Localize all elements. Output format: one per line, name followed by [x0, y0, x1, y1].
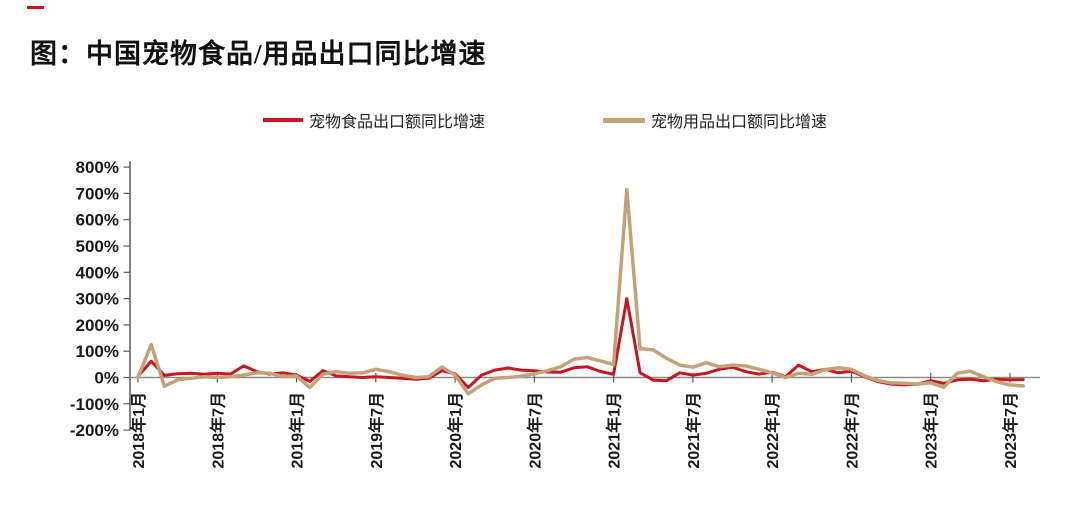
- chart-title: 图：中国宠物食品/用品出口同比增速: [30, 39, 487, 69]
- x-tick-label: 2021年1月: [605, 392, 624, 469]
- x-tick-label: 2020年7月: [525, 392, 544, 469]
- x-tick-label: 2018年1月: [129, 392, 148, 469]
- y-tick-label: 0%: [94, 369, 119, 388]
- x-tick-label: 2019年1月: [288, 392, 307, 469]
- pet-supplies-line-swatch: [603, 117, 646, 123]
- x-tick-label: 2021年7月: [684, 392, 703, 469]
- y-tick-label: 100%: [76, 342, 119, 361]
- y-tick-label: -200%: [70, 421, 119, 440]
- x-tick-label: 2019年7月: [367, 392, 386, 469]
- x-tick-label: 2022年7月: [842, 392, 861, 469]
- pet-food-line-swatch: [263, 118, 303, 122]
- x-tick-label: 2023年7月: [1001, 392, 1020, 469]
- y-tick-label: 700%: [76, 184, 119, 203]
- y-tick-label: 600%: [76, 211, 119, 230]
- red-dash-decoration: [27, 6, 44, 9]
- y-tick-label: 400%: [76, 263, 119, 282]
- x-tick-label: 2018年7月: [208, 392, 227, 469]
- legend-label-pet-food: 宠物食品出口额同比增速: [309, 114, 486, 131]
- y-tick-label: -100%: [70, 395, 119, 414]
- x-tick-label: 2022年1月: [763, 392, 782, 469]
- y-tick-label: 200%: [76, 316, 119, 335]
- pet-supplies-series-line: [136, 187, 1025, 396]
- y-tick-label: 800%: [76, 158, 119, 177]
- x-tick-label: 2020年1月: [446, 392, 465, 469]
- y-tick-label: 500%: [76, 237, 119, 256]
- legend-label-pet-supplies: 宠物用品出口额同比增速: [651, 114, 828, 131]
- legend-item-pet-supplies: 宠物用品出口额同比增速: [603, 108, 827, 132]
- legend-item-pet-food: 宠物食品出口额同比增速: [263, 108, 485, 132]
- x-tick-label: 2023年1月: [922, 392, 941, 469]
- y-tick-label: 300%: [76, 290, 119, 309]
- legend: 宠物食品出口额同比增速 宠物用品出口额同比增速: [263, 108, 827, 132]
